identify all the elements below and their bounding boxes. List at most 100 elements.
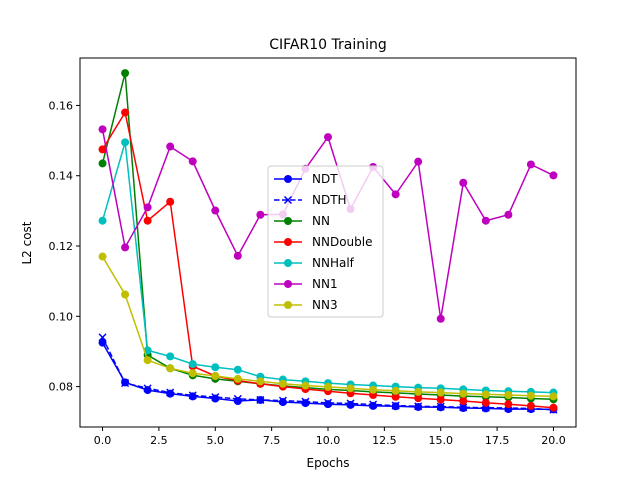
data-point-ndth	[391, 401, 400, 410]
data-point-nn1	[481, 216, 490, 225]
data-point-nn3	[143, 356, 152, 365]
chart-title: CIFAR10 Training	[269, 37, 386, 53]
data-point-nndouble	[436, 395, 445, 404]
data-point-nn3	[549, 392, 558, 401]
data-point-nn1	[526, 160, 535, 169]
y-tick-label: 0.10	[49, 310, 74, 323]
data-point-nn1	[436, 314, 445, 323]
data-point-nn1	[166, 142, 175, 151]
y-tick-label: 0.08	[49, 381, 74, 394]
x-tick-label: 5.0	[207, 434, 225, 447]
data-point-nn1	[188, 157, 197, 166]
data-point-nn1	[414, 157, 423, 166]
x-tick-label: 12.5	[372, 434, 397, 447]
data-point-nnhalf	[98, 216, 107, 225]
data-point-nndouble	[391, 392, 400, 401]
data-point-ndt	[369, 401, 378, 410]
data-point-nn1	[459, 178, 468, 187]
data-point-nn1	[98, 125, 107, 134]
legend-marker-nn3	[284, 301, 292, 309]
data-point-nn1	[324, 133, 332, 142]
data-point-nn3	[481, 390, 490, 399]
legend: NDT NDTH NN NNDouble NNHalf NN1 NN3	[267, 165, 384, 318]
data-point-nnhalf	[211, 363, 220, 372]
data-point-ndth	[346, 399, 355, 408]
data-point-nndouble	[414, 394, 423, 403]
data-point-ndth	[301, 397, 310, 406]
y-tick-label: 0.12	[49, 240, 74, 253]
data-point-ndth	[121, 379, 130, 388]
data-point-nndouble	[121, 108, 130, 117]
data-point-ndth	[256, 395, 265, 404]
legend-label-nn: NN	[312, 214, 330, 228]
data-point-nn3	[459, 389, 468, 398]
data-point-nn1	[256, 210, 265, 219]
data-point-ndth	[459, 403, 468, 412]
data-point-nndouble	[526, 401, 535, 410]
data-point-ndth	[143, 384, 152, 393]
legend-label-nndouble: NNDouble	[312, 235, 372, 249]
data-point-nn3	[278, 379, 287, 388]
data-point-ndt	[346, 400, 355, 409]
legend-marker-nnhalf	[284, 259, 292, 267]
legend-item-nnhalf: NNHalf	[274, 256, 355, 270]
data-point-ndt	[211, 394, 220, 403]
data-point-nn1	[121, 243, 130, 252]
data-point-nn1	[504, 210, 513, 219]
data-point-nn	[98, 159, 107, 168]
series-line-ndth	[101, 337, 554, 411]
x-tick-label: 17.5	[485, 434, 510, 447]
data-point-nn3	[391, 386, 400, 395]
data-point-nn1	[391, 190, 400, 199]
x-tick-label: 15.0	[428, 434, 453, 447]
data-point-nn3	[526, 391, 535, 400]
data-point-nn3	[211, 372, 220, 381]
data-point-ndth	[188, 391, 197, 400]
series-nn3	[98, 252, 558, 401]
data-point-nn3	[324, 382, 332, 391]
data-point-nndouble	[549, 403, 558, 412]
plot-area	[98, 69, 558, 414]
data-point-nn1	[233, 251, 242, 260]
y-axis-label: L2 cost	[20, 221, 34, 264]
data-point-nnhalf	[233, 365, 242, 374]
data-point-nndouble	[143, 216, 152, 225]
data-point-nn1	[549, 171, 558, 180]
data-point-ndth	[369, 400, 378, 409]
legend-marker-ndth	[283, 195, 293, 205]
legend-item-nn: NN	[274, 214, 330, 228]
data-point-nn3	[346, 384, 355, 393]
x-tick-label: 2.5	[150, 434, 168, 447]
data-point-nn1	[211, 206, 220, 215]
x-tick-label: 7.5	[263, 434, 281, 447]
data-point-ndth	[323, 398, 333, 407]
legend-label-nn3: NN3	[312, 298, 338, 312]
data-point-nn3	[98, 252, 107, 261]
axis-ticks: 0.0 2.5 5.0 7.5 10.0 12.5 15.0 17.5 20.0 0.08 0.10…	[49, 99, 566, 447]
legend-item-nndouble: NNDouble	[274, 235, 372, 249]
legend-item-ndth: NDTH	[274, 193, 347, 207]
x-tick-label: 20.0	[541, 434, 566, 447]
data-point-nn	[121, 69, 130, 78]
data-point-nnhalf	[121, 138, 130, 147]
data-point-nndouble	[166, 197, 175, 206]
data-point-ndth	[233, 394, 242, 403]
data-point-nn3	[301, 381, 310, 390]
data-point-nn3	[233, 374, 242, 383]
data-point-ndth	[211, 393, 220, 402]
y-tick-label: 0.16	[49, 99, 74, 112]
y-tick-label: 0.14	[49, 170, 74, 183]
data-point-nn3	[188, 369, 197, 378]
data-point-nndouble	[481, 398, 490, 407]
data-point-nn3	[414, 387, 423, 396]
data-point-nn3	[256, 377, 265, 386]
data-point-ndth	[436, 402, 445, 411]
data-point-nn3	[436, 388, 445, 397]
series-nndouble	[98, 108, 558, 412]
data-point-ndth	[166, 388, 175, 397]
legend-label-ndth: NDTH	[312, 193, 347, 207]
legend-marker-nn	[284, 217, 292, 225]
data-point-ndth	[98, 333, 107, 342]
data-point-ndth	[278, 396, 287, 405]
